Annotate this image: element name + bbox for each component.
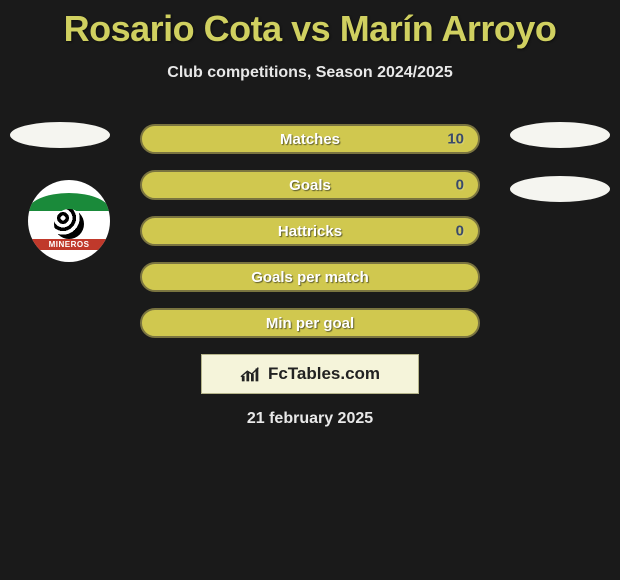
player-right-thumb-placeholder-2 [510,176,610,202]
date-text: 21 february 2025 [0,410,620,428]
soccer-ball-icon [54,209,84,239]
club-logo-mineros: MINEROS [28,180,110,262]
stat-value: 10 [447,131,464,148]
stat-value: 0 [456,223,464,240]
stat-label: Goals per match [251,269,369,286]
stat-label: Min per goal [266,315,354,332]
player-left-thumb-placeholder [10,122,110,148]
logo-band-text: MINEROS [28,239,110,250]
player-right-thumb-placeholder-1 [510,122,610,148]
stat-bar-matches: Matches 10 [140,124,480,154]
stat-value: 0 [456,177,464,194]
stat-bar-goals: Goals 0 [140,170,480,200]
stat-label: Matches [280,131,340,148]
bar-chart-icon [240,366,262,382]
comparison-card: Rosario Cota vs Marín Arroyo Club compet… [0,0,620,580]
stat-bar-goals-per-match: Goals per match [140,262,480,292]
stat-bars: Matches 10 Goals 0 Hattricks 0 Goals per… [140,124,480,354]
stat-bar-hattricks: Hattricks 0 [140,216,480,246]
brand-badge: FcTables.com [201,354,419,394]
stat-label: Goals [289,177,331,194]
brand-text: FcTables.com [268,364,380,384]
page-title: Rosario Cota vs Marín Arroyo [0,0,620,50]
stat-bar-min-per-goal: Min per goal [140,308,480,338]
subtitle: Club competitions, Season 2024/2025 [0,64,620,82]
stat-label: Hattricks [278,223,342,240]
logo-grass-arc [28,193,110,211]
